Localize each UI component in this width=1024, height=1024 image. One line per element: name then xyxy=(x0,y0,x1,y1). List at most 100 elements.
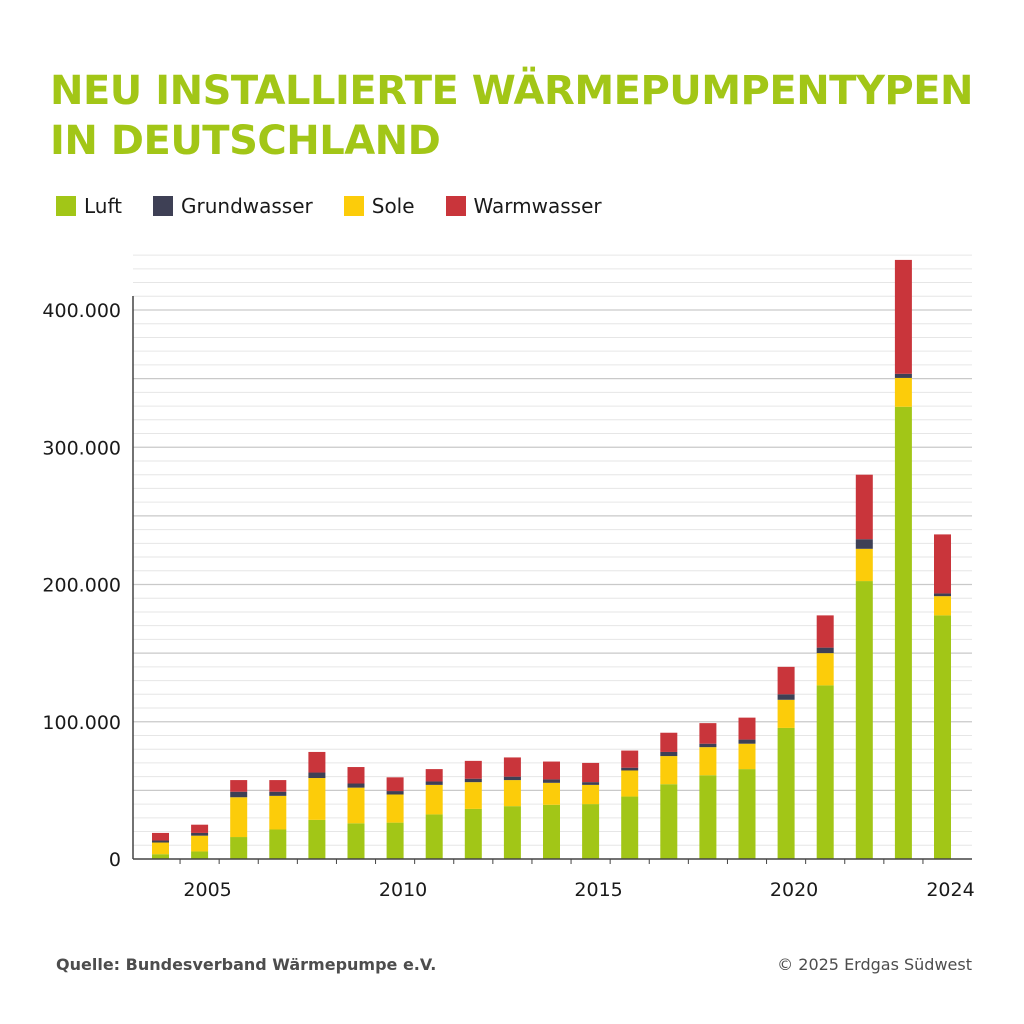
x-tick-label-2024: 2024 xyxy=(926,879,974,901)
bar-segment-luft-2004 xyxy=(152,854,169,859)
legend-item-luft: Luft xyxy=(56,194,122,218)
y-tick-label: 400.000 xyxy=(42,300,121,322)
y-tick-label: 300.000 xyxy=(42,437,121,459)
legend-label-sole: Sole xyxy=(371,194,415,218)
bar-segment-warmwasser-2021 xyxy=(816,615,834,648)
bar-segment-sole-2009 xyxy=(347,787,365,824)
bar-segment-sole-2012 xyxy=(464,782,482,809)
bar-segment-sole-2019 xyxy=(738,743,756,770)
bar-segment-sole-2016 xyxy=(621,770,639,797)
bar-segment-luft-2015 xyxy=(582,804,600,859)
bar-segment-sole-2022 xyxy=(855,548,873,582)
chart-title: NEU INSTALLIERTE WÄRMEPUMPENTYPEN IN DEU… xyxy=(50,66,990,166)
bar-segment-luft-2019 xyxy=(738,769,756,859)
bar-segment-luft-2009 xyxy=(347,823,365,859)
y-tick-label: 200.000 xyxy=(42,575,121,597)
bar-segment-warmwasser-2014 xyxy=(543,761,560,780)
bar-segment-grundwasser-2017 xyxy=(660,751,678,757)
bar-segment-warmwasser-2019 xyxy=(738,717,756,740)
bar-segment-luft-2016 xyxy=(621,796,639,859)
bar-segment-grundwasser-2018 xyxy=(699,743,717,748)
bar-segment-warmwasser-2022 xyxy=(855,474,873,540)
bar-segment-luft-2011 xyxy=(425,814,443,859)
bar-segment-sole-2010 xyxy=(386,794,404,823)
x-tick-label-2010: 2010 xyxy=(379,879,427,901)
bar-segment-luft-2007 xyxy=(269,829,287,859)
bar-segment-luft-2014 xyxy=(543,804,560,859)
bar-segment-grundwasser-2004 xyxy=(152,840,169,843)
bar-segment-grundwasser-2016 xyxy=(621,767,639,771)
bar-segment-warmwasser-2015 xyxy=(582,762,600,783)
bar-segment-grundwasser-2015 xyxy=(582,782,600,785)
bar-segment-warmwasser-2012 xyxy=(464,760,482,779)
y-tick-label: 100.000 xyxy=(42,712,121,734)
bar-segment-grundwasser-2005 xyxy=(191,832,209,836)
bar-segment-warmwasser-2007 xyxy=(269,780,287,792)
chart-title-line-2: IN DEUTSCHLAND xyxy=(50,118,441,164)
y-tick-label: 0 xyxy=(109,849,121,871)
bar-segment-grundwasser-2019 xyxy=(738,739,756,744)
bar-segment-sole-2021 xyxy=(816,653,834,686)
legend-label-luft: Luft xyxy=(84,194,122,218)
legend-item-grundwasser: Grundwasser xyxy=(153,194,313,218)
bar-segment-sole-2023 xyxy=(894,377,912,407)
bar-segment-grundwasser-2014 xyxy=(543,779,560,783)
bar-segment-grundwasser-2021 xyxy=(816,647,834,654)
bar-segment-warmwasser-2024 xyxy=(934,534,951,594)
bar-segment-luft-2018 xyxy=(699,775,717,859)
bar-segment-warmwasser-2023 xyxy=(894,259,912,374)
legend-label-grundwasser: Grundwasser xyxy=(181,194,313,218)
bar-segment-sole-2008 xyxy=(308,778,326,820)
bar-segment-luft-2012 xyxy=(464,808,482,859)
bar-segment-warmwasser-2011 xyxy=(425,769,443,782)
bar-segment-sole-2020 xyxy=(777,699,795,728)
bar-segment-grundwasser-2013 xyxy=(503,776,521,781)
bar-segment-luft-2023 xyxy=(894,406,912,859)
bar-segment-warmwasser-2008 xyxy=(308,751,326,773)
bar-segment-sole-2005 xyxy=(191,835,209,852)
bar-segment-grundwasser-2010 xyxy=(386,791,404,795)
bar-segment-sole-2011 xyxy=(425,784,443,815)
bar-segment-sole-2017 xyxy=(660,756,678,785)
bar-segment-grundwasser-2009 xyxy=(347,783,365,788)
bar-segment-warmwasser-2005 xyxy=(191,824,209,833)
bar-segment-luft-2021 xyxy=(816,685,834,859)
bar-segment-grundwasser-2022 xyxy=(855,539,873,549)
bar-segment-grundwasser-2023 xyxy=(894,373,912,378)
bar-segment-luft-2013 xyxy=(503,806,521,859)
bar-segment-sole-2004 xyxy=(152,842,169,855)
x-tick-label-2020: 2020 xyxy=(770,879,818,901)
bar-segment-grundwasser-2008 xyxy=(308,772,326,779)
bar-segment-warmwasser-2010 xyxy=(386,777,404,792)
bar-segment-warmwasser-2006 xyxy=(230,780,248,792)
bar-segment-sole-2018 xyxy=(699,747,717,776)
bar-segment-grundwasser-2006 xyxy=(230,791,248,798)
bar-segment-luft-2022 xyxy=(855,581,873,859)
bar-segment-sole-2014 xyxy=(543,782,560,805)
legend-swatch-sole xyxy=(343,196,364,216)
bar-segment-grundwasser-2020 xyxy=(777,694,795,700)
bar-segment-luft-2024 xyxy=(934,615,951,859)
bar-segment-sole-2006 xyxy=(230,797,248,838)
legend: Luft Grundwasser Sole Warmwasser xyxy=(56,194,633,218)
bar-segment-warmwasser-2017 xyxy=(660,732,678,752)
legend-label-warmwasser: Warmwasser xyxy=(473,194,602,218)
bar-segment-luft-2008 xyxy=(308,819,326,859)
legend-swatch-warmwasser xyxy=(445,196,466,216)
bar-segment-sole-2024 xyxy=(934,596,951,616)
bar-segment-warmwasser-2013 xyxy=(503,757,521,777)
source-note: Quelle: Bundesverband Wärmepumpe e.V. xyxy=(56,955,437,974)
bar-segment-luft-2005 xyxy=(191,851,209,859)
bar-segment-luft-2017 xyxy=(660,784,678,859)
bar-segment-warmwasser-2009 xyxy=(347,767,365,784)
bar-segment-luft-2020 xyxy=(777,727,795,859)
x-tick-label-2005: 2005 xyxy=(183,879,231,901)
legend-swatch-grundwasser xyxy=(153,196,173,216)
bar-segment-warmwasser-2018 xyxy=(699,723,717,744)
copyright-note: © 2025 Erdgas Südwest xyxy=(777,955,972,974)
bar-segment-grundwasser-2024 xyxy=(934,593,951,597)
bar-segment-warmwasser-2016 xyxy=(621,750,639,768)
legend-item-warmwasser: Warmwasser xyxy=(445,194,602,218)
bar-segment-grundwasser-2012 xyxy=(464,778,482,783)
